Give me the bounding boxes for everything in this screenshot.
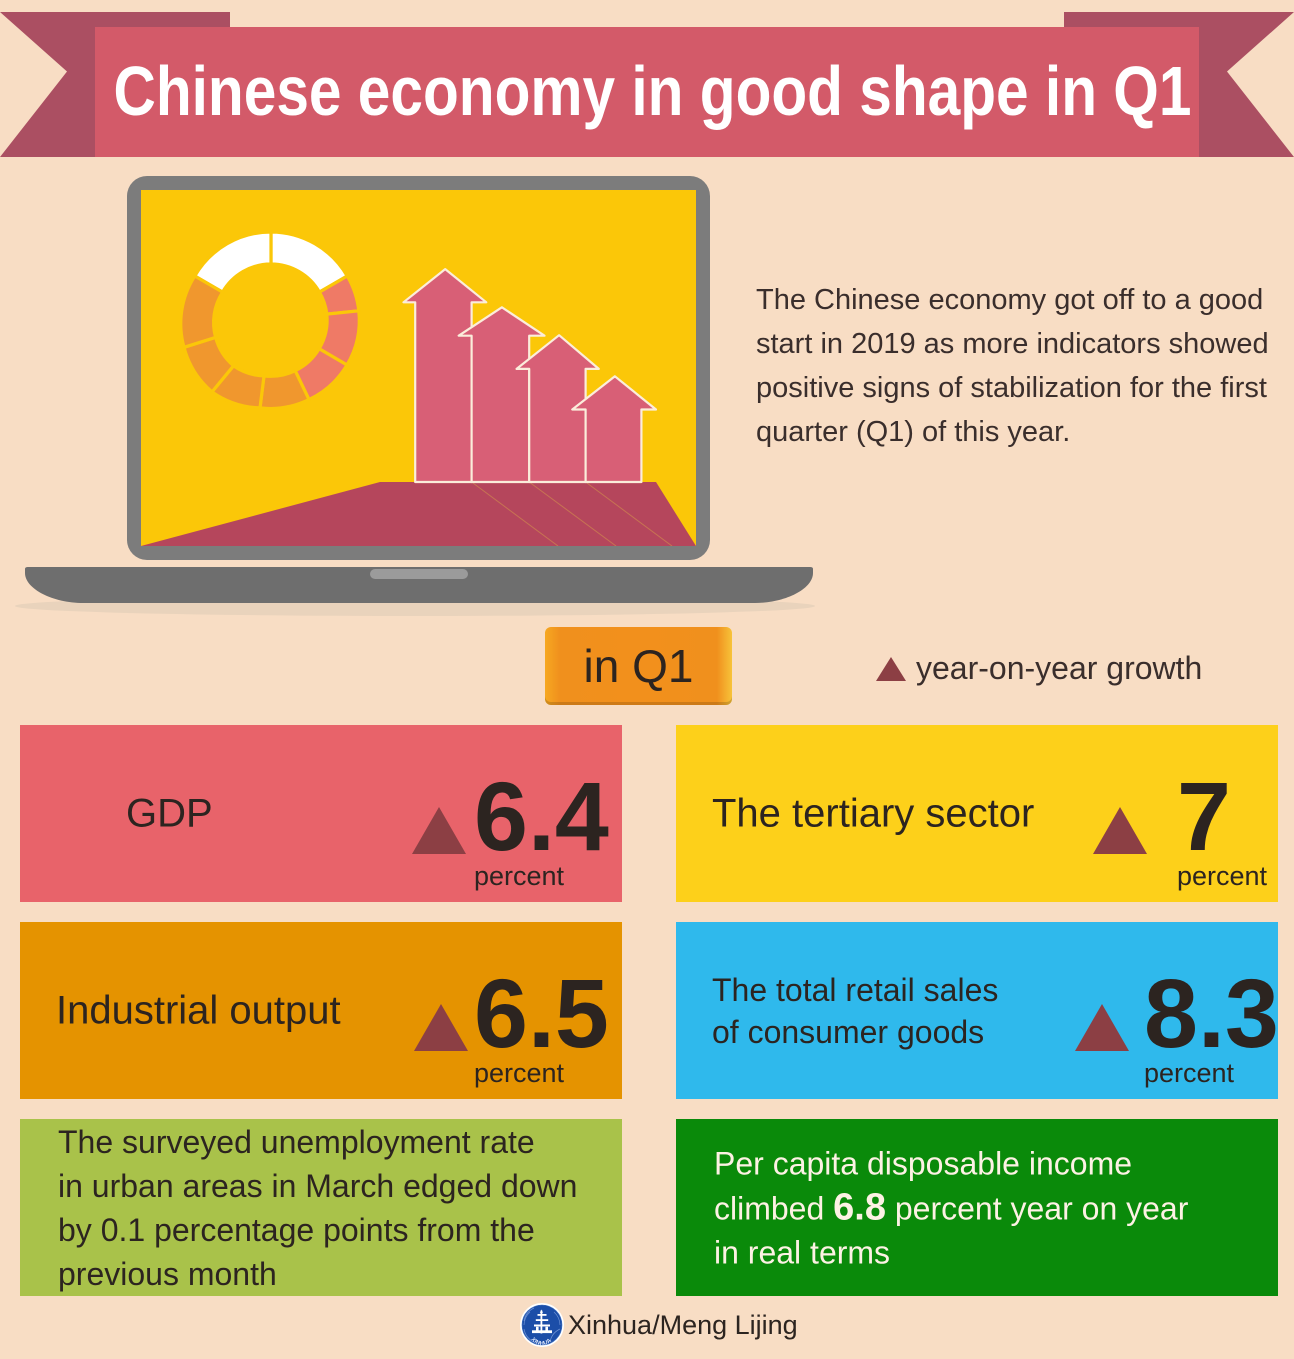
svg-text:Chinese economy in good shape: Chinese economy in good shape in Q1 — [114, 52, 1192, 130]
